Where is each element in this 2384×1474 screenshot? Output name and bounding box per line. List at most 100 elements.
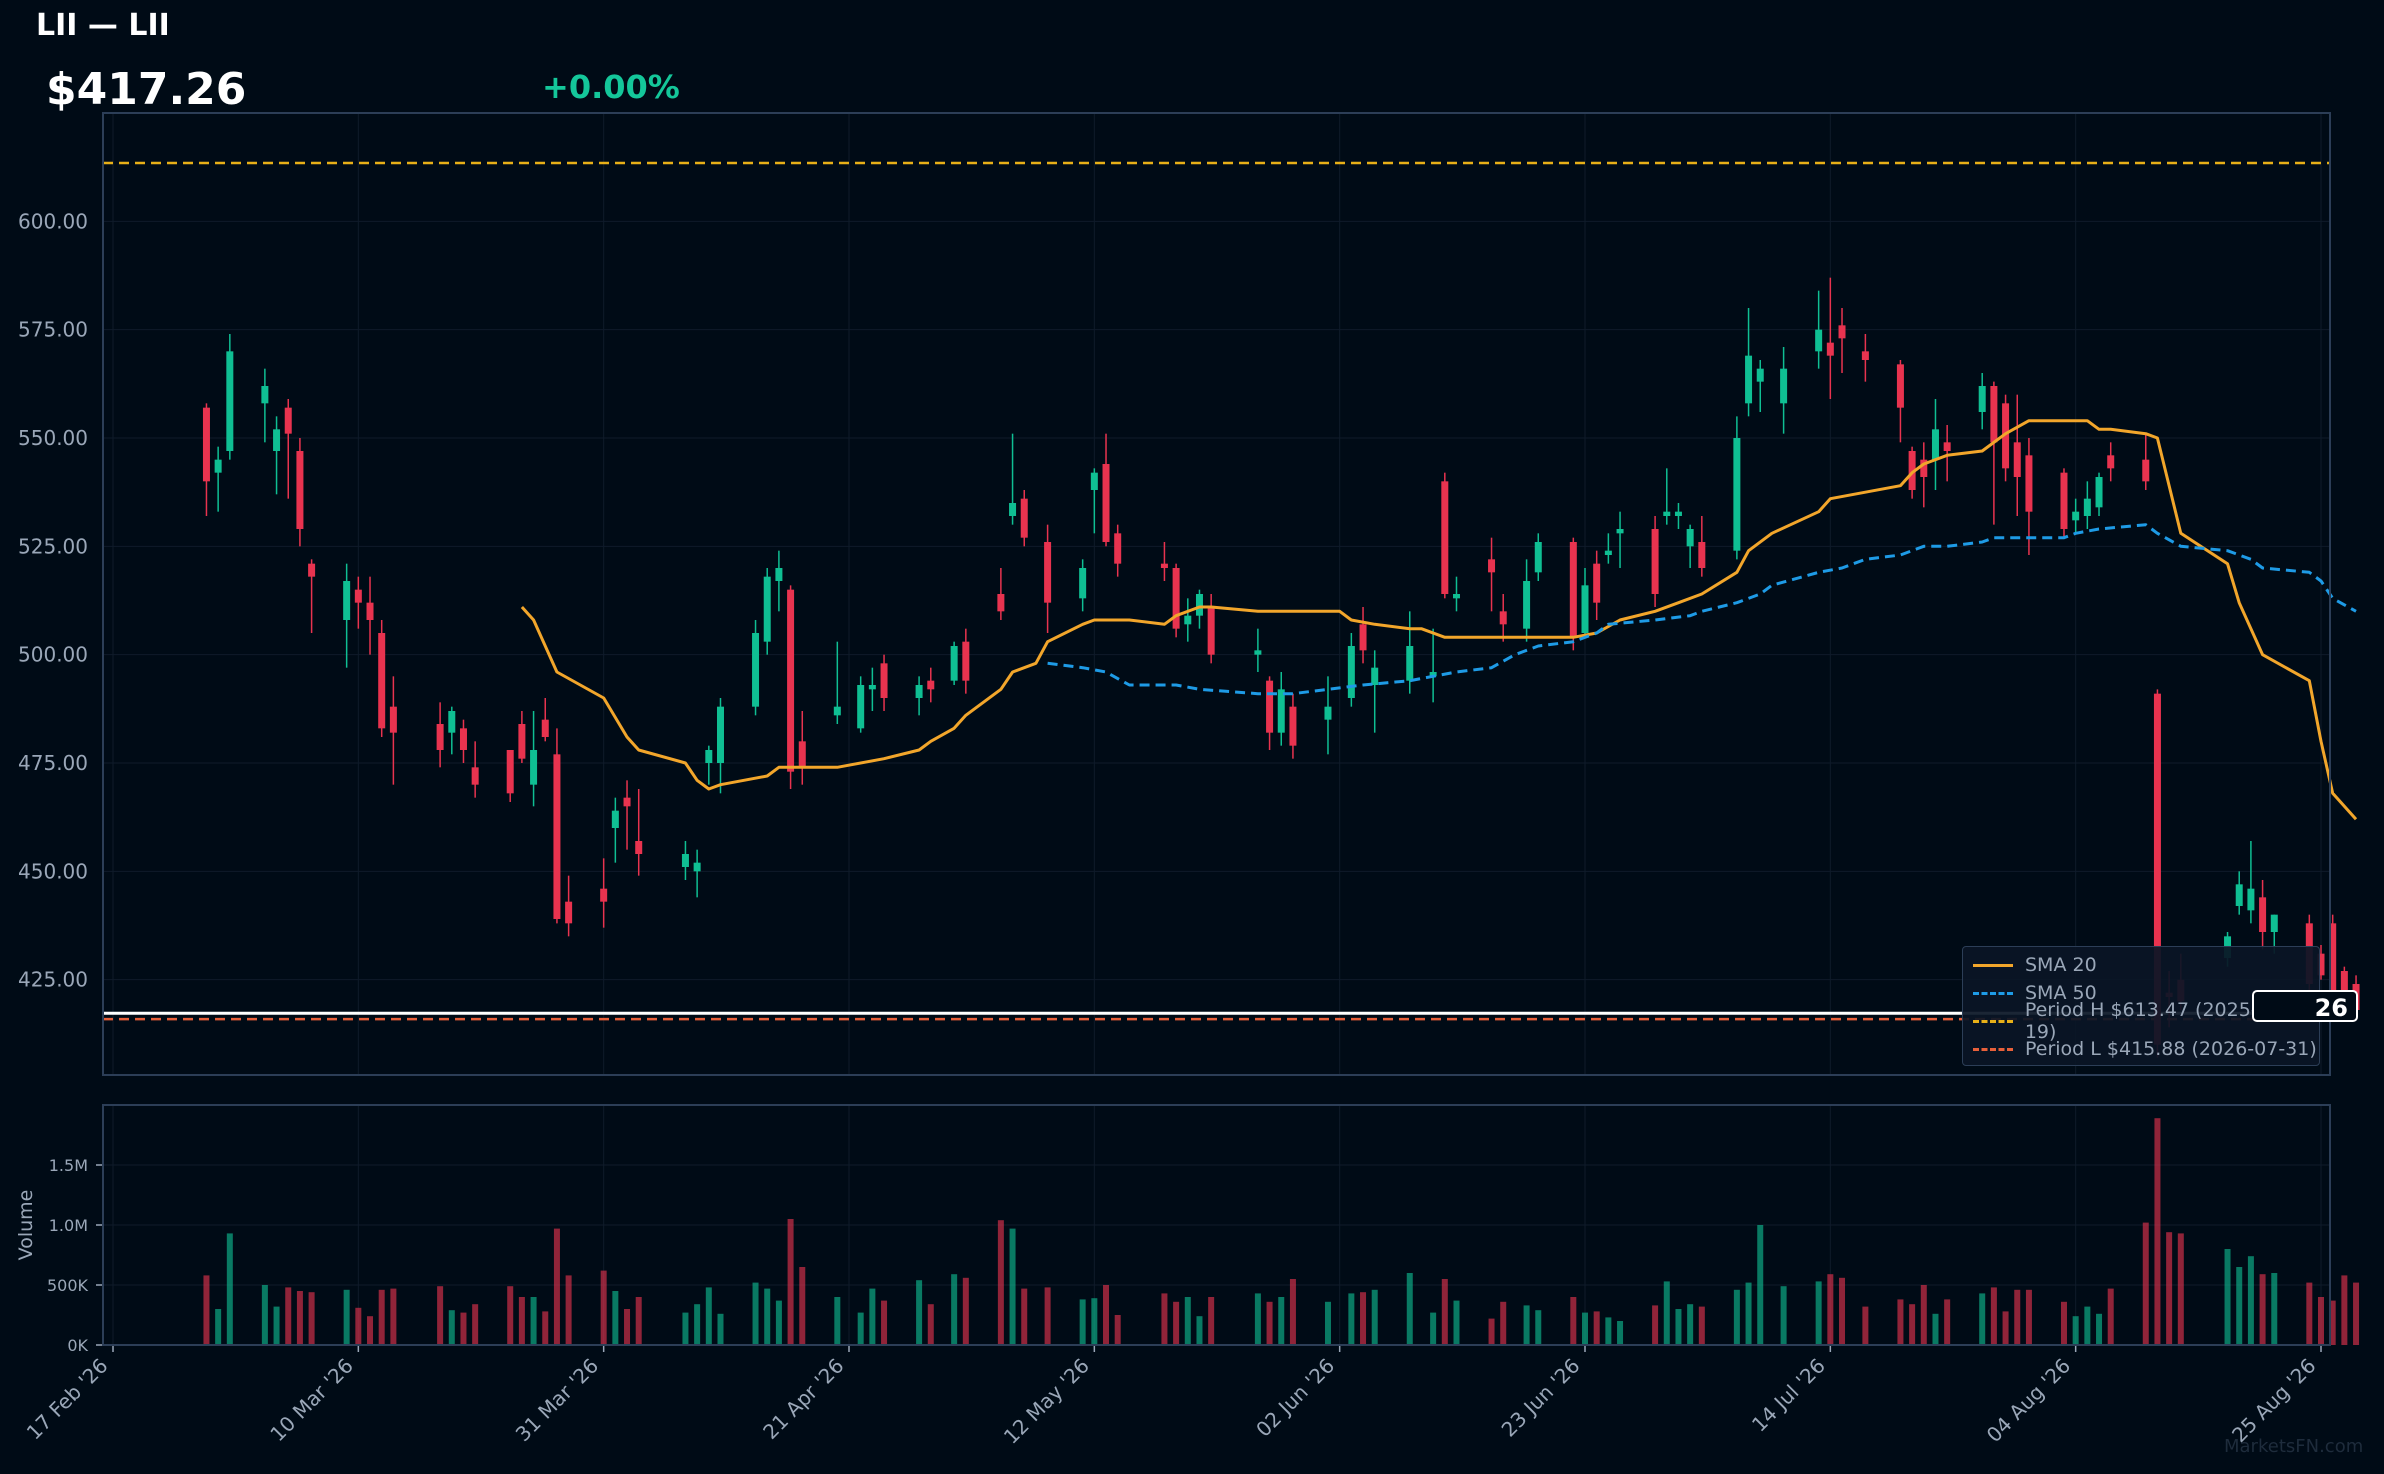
volume-tick-label: 1.0M bbox=[49, 1216, 88, 1235]
volume-bar bbox=[1278, 1297, 1285, 1345]
candle-body bbox=[752, 633, 760, 707]
volume-bar bbox=[2318, 1297, 2324, 1345]
volume-bar bbox=[1091, 1298, 1098, 1345]
volume-bar bbox=[1979, 1293, 1986, 1345]
volume-bar bbox=[1535, 1310, 1542, 1345]
candle-body bbox=[2083, 498, 2091, 516]
candle-body bbox=[2013, 442, 2021, 477]
candle-body bbox=[343, 581, 351, 620]
candle-body bbox=[1651, 529, 1659, 594]
price-tick-label: 425.00 bbox=[18, 968, 88, 992]
volume-bar bbox=[1009, 1228, 1016, 1345]
volume-bar bbox=[343, 1289, 350, 1345]
volume-bar bbox=[437, 1286, 444, 1345]
candle-body bbox=[1195, 594, 1203, 616]
volume-bar bbox=[1161, 1293, 1168, 1345]
volume-bar bbox=[2002, 1311, 2009, 1345]
volume-bar bbox=[1360, 1292, 1367, 1345]
volume-bar bbox=[1757, 1225, 1764, 1345]
volume-bar bbox=[261, 1285, 268, 1345]
candle-body bbox=[2002, 403, 2010, 469]
candle-body bbox=[2235, 884, 2243, 906]
volume-bar bbox=[2306, 1282, 2313, 1345]
legend-period-low-label: Period L $415.88 (2026-07-31) bbox=[2025, 1038, 2317, 1060]
candle-body bbox=[1102, 464, 1110, 542]
volume-bar bbox=[530, 1297, 537, 1345]
candle-body bbox=[1534, 542, 1542, 573]
volume-bar bbox=[612, 1291, 619, 1345]
price-tick-label: 450.00 bbox=[18, 859, 88, 883]
volume-bar bbox=[2271, 1273, 2278, 1345]
candle-body bbox=[2270, 914, 2278, 932]
volume-tick-label: 500K bbox=[47, 1276, 89, 1295]
volume-bar bbox=[296, 1291, 303, 1345]
candle-body bbox=[1499, 611, 1507, 625]
volume-tick-label: 0K bbox=[67, 1336, 88, 1355]
volume-bar bbox=[2142, 1222, 2149, 1345]
candle-body bbox=[273, 429, 281, 451]
candle-body bbox=[354, 589, 362, 603]
candle-body bbox=[214, 459, 222, 473]
candle-body bbox=[2329, 923, 2337, 1002]
volume-bar bbox=[390, 1288, 397, 1345]
volume-bar bbox=[1862, 1306, 1869, 1345]
volume-bar bbox=[1944, 1299, 1951, 1345]
candle-body bbox=[1406, 646, 1414, 681]
price-panel-frame bbox=[102, 112, 2331, 1076]
volume-bar bbox=[226, 1233, 233, 1345]
legend-sma50-swatch bbox=[1973, 991, 2013, 995]
legend-sma20-swatch bbox=[1973, 963, 2013, 967]
candle-body bbox=[1920, 459, 1928, 477]
candle-body bbox=[284, 407, 292, 434]
candle-body bbox=[436, 724, 444, 750]
volume-bar bbox=[367, 1316, 374, 1345]
candle-body bbox=[1593, 563, 1601, 603]
candle-body bbox=[1009, 503, 1017, 516]
candle-body bbox=[1488, 559, 1496, 573]
candle-body bbox=[1686, 529, 1694, 547]
candle-body bbox=[950, 646, 958, 681]
volume-bar bbox=[1932, 1313, 1939, 1345]
candle-body bbox=[296, 451, 304, 529]
candle-body bbox=[226, 351, 234, 451]
candle-body bbox=[787, 589, 795, 772]
candle-body bbox=[716, 706, 724, 763]
volume-bar bbox=[2236, 1267, 2243, 1345]
volume-bar bbox=[1698, 1306, 1705, 1345]
volume-bar bbox=[1605, 1317, 1612, 1345]
candle-body bbox=[2072, 511, 2080, 521]
volume-bar bbox=[1920, 1285, 1927, 1345]
candle-body bbox=[681, 854, 689, 867]
candle-body bbox=[962, 641, 970, 681]
candle-body bbox=[1429, 672, 1437, 677]
volume-bar bbox=[1990, 1287, 1997, 1345]
volume-bar bbox=[1453, 1300, 1460, 1345]
volume-bar bbox=[2247, 1256, 2254, 1345]
chart-title: LII — LII bbox=[36, 8, 170, 43]
candle-body bbox=[1978, 386, 1986, 412]
volume-bar bbox=[518, 1297, 525, 1345]
volume-bar bbox=[1021, 1288, 1028, 1345]
volume-bar bbox=[203, 1275, 210, 1345]
volume-bar bbox=[308, 1292, 315, 1345]
volume-bar bbox=[2224, 1249, 2231, 1345]
candle-body bbox=[705, 750, 713, 763]
candle-body bbox=[1441, 481, 1449, 594]
volume-bar bbox=[2353, 1282, 2360, 1345]
candle-body bbox=[1943, 442, 1951, 451]
volume-bar bbox=[1266, 1301, 1273, 1345]
date-tick-label: 10 Mar '26 bbox=[265, 1354, 358, 1447]
volume-bar bbox=[775, 1300, 782, 1345]
volume-bar bbox=[2329, 1300, 2336, 1345]
candle-body bbox=[530, 750, 538, 785]
volume-bar bbox=[273, 1306, 280, 1345]
volume-bar bbox=[752, 1282, 759, 1345]
volume-bar bbox=[624, 1309, 631, 1345]
candle-body bbox=[833, 706, 841, 716]
candle-body bbox=[1020, 498, 1028, 538]
volume-bar bbox=[600, 1270, 607, 1345]
volume-bar bbox=[951, 1274, 958, 1345]
candle-body bbox=[1908, 451, 1916, 490]
candle-body bbox=[927, 680, 935, 690]
